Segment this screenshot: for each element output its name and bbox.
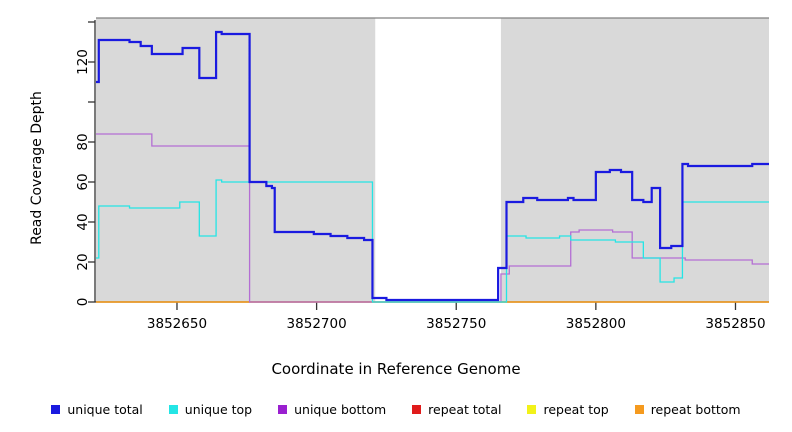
x-tick-label-3852700: 3852700 [287,316,347,332]
legend-label: unique bottom [294,401,387,417]
legend-item-repeat-bottom: repeat bottom [622,402,754,417]
shaded-region-1 [500,18,769,302]
y-tick-label-120: 120 [75,49,91,75]
legend-label: unique top [184,401,253,417]
x-axis-label: Coordinate in Reference Genome [271,360,521,378]
x-tick-label-3852800: 3852800 [566,316,626,332]
y-tick-label-60: 60 [75,173,91,190]
legend-item-unique-total: unique total [38,402,155,417]
legend-swatch-icon-repeat-bottom [634,404,644,414]
series-unique-total [96,30,769,302]
legend-swatch-icon-unique-top [168,404,178,414]
legend-swatch-icon-unique-bottom [278,404,288,414]
legend-swatch-icon-unique-total [51,404,61,414]
legend-swatch-icon-repeat-total [412,404,422,414]
legend-item-unique-top: unique top [156,402,265,417]
legend-swatch-icon-repeat-top [527,404,537,414]
legend-item-unique-bottom: unique bottom [265,402,399,417]
legend-label: repeat bottom [650,401,741,417]
y-tick-label-0: 0 [75,298,91,307]
legend-label: unique total [67,401,143,417]
series-unique-top [96,179,769,303]
y-tick-label-80: 80 [75,133,91,150]
chart-legend: unique total unique top unique bottom repea… [0,398,792,420]
x-tick-label-3852750: 3852750 [426,316,486,332]
legend-item-repeat-top: repeat top [514,402,621,417]
x-tick-label-3852650: 3852650 [147,316,207,332]
y-tick-label-40: 40 [75,213,91,230]
legend-label: repeat total [428,401,502,417]
y-tick-label-20: 20 [75,253,91,270]
legend-label: repeat top [543,401,609,417]
x-tick-label-3852850: 3852850 [705,316,765,332]
y-axis-label: Read Coverage Depth [29,91,45,245]
shaded-region-0 [96,18,376,302]
legend-item-repeat-total: repeat total [399,402,514,417]
